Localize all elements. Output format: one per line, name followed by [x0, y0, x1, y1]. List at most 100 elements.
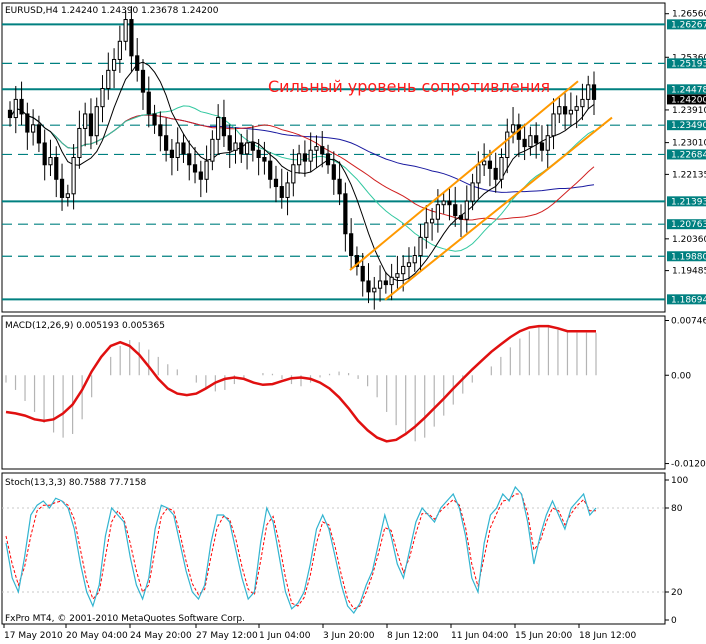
- candle-body: [233, 142, 238, 151]
- candle-body: [244, 142, 250, 155]
- axis-layer: 1.26560 1.25360 1.23910 1.23010 1.22135 1.203…: [3, 10, 706, 641]
- candle-body: [192, 164, 198, 173]
- candle-body: [117, 40, 122, 60]
- channel-lower-line: [384, 116, 613, 301]
- candle-body: [354, 255, 360, 267]
- stoch-signal-line: [5, 493, 596, 610]
- price-tick-label: 1.19485: [672, 267, 706, 277]
- candle-body: [77, 127, 82, 158]
- price-tick-label: 1.23010: [672, 139, 706, 149]
- copyright-footer: FxPro MT4, © 2001-2010 MetaQuotes Softwa…: [5, 614, 245, 624]
- level-tag: [667, 219, 706, 230]
- candle-body: [562, 106, 568, 115]
- candle-body: [343, 193, 348, 235]
- x-tick-label: 11 Jun 04:00: [451, 631, 508, 641]
- level-tag-label: 1.22684: [671, 150, 706, 160]
- candle-body: [325, 153, 331, 166]
- price-layer: [2, 6, 665, 310]
- candle-body: [586, 84, 591, 100]
- price-tick-label: 1.20360: [672, 235, 706, 245]
- candle-body: [476, 164, 481, 184]
- price-tick-label: 1.23910: [672, 106, 706, 116]
- macd-panel-frame: [1, 315, 666, 470]
- level-tag-label: 1.18694: [671, 295, 706, 305]
- stoch-tick-label: 0: [671, 616, 677, 626]
- candle-body: [273, 178, 279, 188]
- candle-body: [424, 222, 429, 238]
- candle-body: [111, 58, 117, 71]
- candle-body: [71, 157, 76, 195]
- candle-body: [291, 164, 296, 184]
- candle-body: [181, 142, 186, 155]
- macd-tick-label: 0.00: [671, 371, 691, 381]
- candle-body: [557, 106, 562, 115]
- candle-body: [551, 113, 556, 137]
- candle-body: [418, 236, 423, 257]
- candle-body: [256, 149, 261, 159]
- candle-body: [308, 149, 313, 162]
- x-tick-label: 18 Jun 12:00: [579, 631, 636, 641]
- candle-body: [216, 117, 221, 140]
- candle-body: [268, 160, 273, 180]
- candle-body: [227, 135, 232, 151]
- candle-body: [487, 160, 493, 169]
- candle-body: [510, 124, 516, 133]
- candle-body: [169, 149, 175, 159]
- candle-body: [372, 287, 377, 293]
- level-tag-label: 1.25193: [671, 59, 706, 69]
- level-tag: [667, 94, 706, 105]
- candle-body: [36, 124, 42, 144]
- candle-body: [100, 88, 105, 108]
- price-tick-label: 1.22135: [672, 170, 706, 180]
- candle-body: [175, 142, 180, 159]
- candle-body: [534, 135, 539, 144]
- candle-body: [331, 164, 336, 180]
- candle-body: [458, 215, 464, 220]
- candle-body: [470, 182, 475, 202]
- candle-body: [198, 171, 203, 180]
- x-tick-label: 15 Jun 20:00: [515, 631, 572, 641]
- candle-body: [383, 280, 388, 286]
- x-tick-label: 1 Jun 04:00: [259, 631, 311, 641]
- macd-tick-label: -0.012031: [671, 460, 706, 470]
- candle-body: [65, 193, 70, 198]
- level-tag: [667, 120, 706, 131]
- candle-body: [285, 182, 290, 198]
- candle-body: [83, 113, 88, 129]
- candle-body: [499, 157, 504, 180]
- candle-body: [464, 200, 469, 220]
- candle-body: [297, 153, 302, 166]
- level-tag: [667, 19, 706, 30]
- candle-body: [366, 280, 371, 293]
- candle-body: [94, 106, 99, 137]
- candle-body: [360, 265, 365, 282]
- stoch-panel-frame: [1, 472, 666, 625]
- candle-body: [54, 157, 59, 180]
- level-tag: [667, 196, 706, 207]
- level-tag-label: 1.24200: [671, 95, 706, 105]
- price-panel-frame: [1, 2, 666, 313]
- x-tick-label: 17 May 2010: [4, 631, 63, 641]
- candle-body: [320, 146, 325, 155]
- candle-body: [129, 19, 134, 57]
- candle-body: [239, 142, 244, 155]
- stoch-tick-label: 20: [671, 588, 683, 598]
- price-tick-label: 1.26560: [672, 10, 706, 20]
- candle-body: [135, 55, 140, 71]
- candle-body: [123, 19, 128, 42]
- candle-body: [158, 124, 163, 137]
- price-title: EURUSD,H4 1.24240 1.24390 1.23678 1.2420…: [5, 6, 219, 16]
- candle-body: [106, 69, 111, 90]
- candle-body: [493, 167, 498, 180]
- x-tick-label: 24 May 20:00: [130, 631, 192, 641]
- candle-body: [377, 280, 383, 289]
- candle-body: [412, 255, 417, 264]
- stoch-title: Stoch(13,3,3) 80.7588 77.7158: [5, 478, 146, 488]
- candle-body: [389, 276, 394, 286]
- candle-body: [210, 138, 215, 162]
- candle-body: [279, 186, 284, 198]
- candle-body: [25, 113, 30, 133]
- level-tag: [667, 149, 706, 160]
- stoch-tick-label: 80: [671, 504, 683, 514]
- stoch-layer: [2, 485, 665, 614]
